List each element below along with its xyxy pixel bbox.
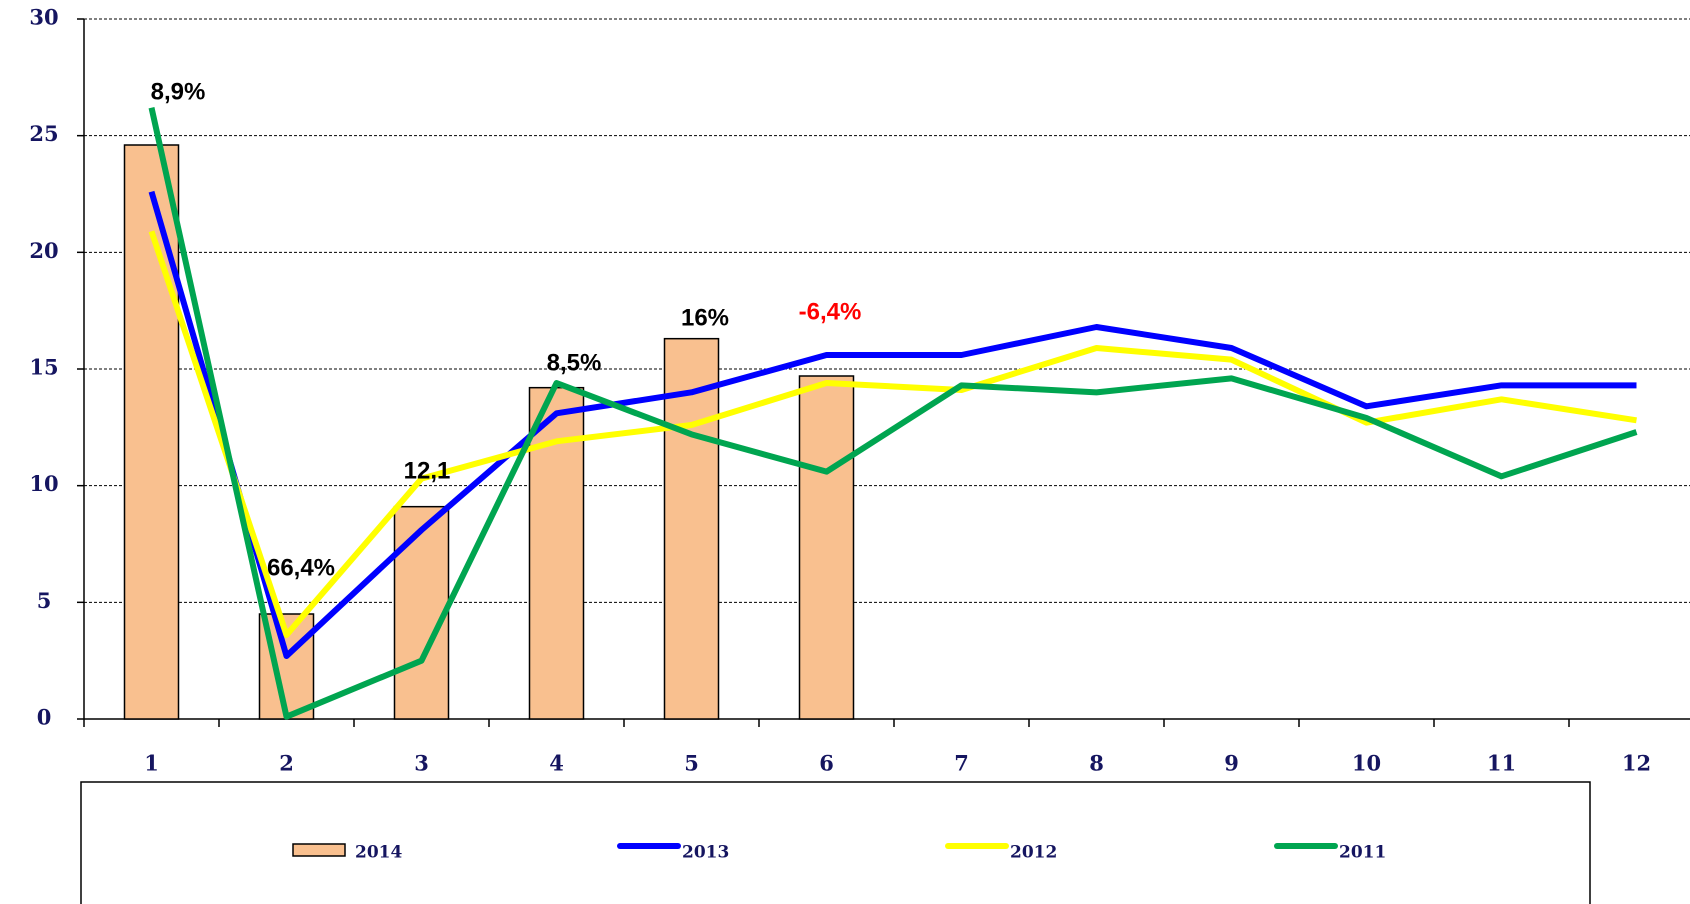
y-tick-label: 10 [29,471,58,496]
annotation: 66,4% [267,554,335,581]
x-tick-label: 2 [279,751,294,776]
annotation: 8,5% [547,349,602,376]
bar [663,337,720,720]
x-tick-label: 12 [1622,751,1651,776]
y-tick-label: 30 [29,5,58,30]
bar [798,375,855,720]
x-tick-label: 8 [1089,751,1104,776]
y-tick-label: 15 [29,355,58,380]
annotation: 12,1 [404,457,451,484]
x-tick-label: 1 [144,751,159,776]
x-tick-label: 10 [1352,751,1381,776]
line [148,230,1637,638]
x-tick-label: 7 [954,751,969,776]
annotation: -6,4% [799,298,862,325]
y-tick-label: 20 [29,238,58,263]
legend-swatch [292,843,346,857]
y-tick-label: 0 [37,705,52,730]
x-tick-label: 9 [1224,751,1239,776]
legend-label: 2011 [1339,843,1386,863]
bar [393,505,450,720]
x-tick-label: 11 [1487,751,1516,776]
x-tick-label: 3 [414,751,429,776]
x-tick-label: 5 [684,751,699,776]
line [148,107,1638,720]
legend-label: 2014 [355,843,402,863]
y-tick-label: 25 [29,121,58,146]
x-tick-label: 6 [819,751,834,776]
legend-label: 2012 [1010,843,1057,863]
annotation: 16% [681,304,729,331]
legend-box [80,781,1591,904]
line [148,190,1637,659]
legend-label: 2013 [682,843,729,863]
annotation: 8,9% [151,78,206,105]
x-tick-label: 4 [549,751,564,776]
bar [123,144,180,720]
y-tick-label: 5 [37,588,52,613]
